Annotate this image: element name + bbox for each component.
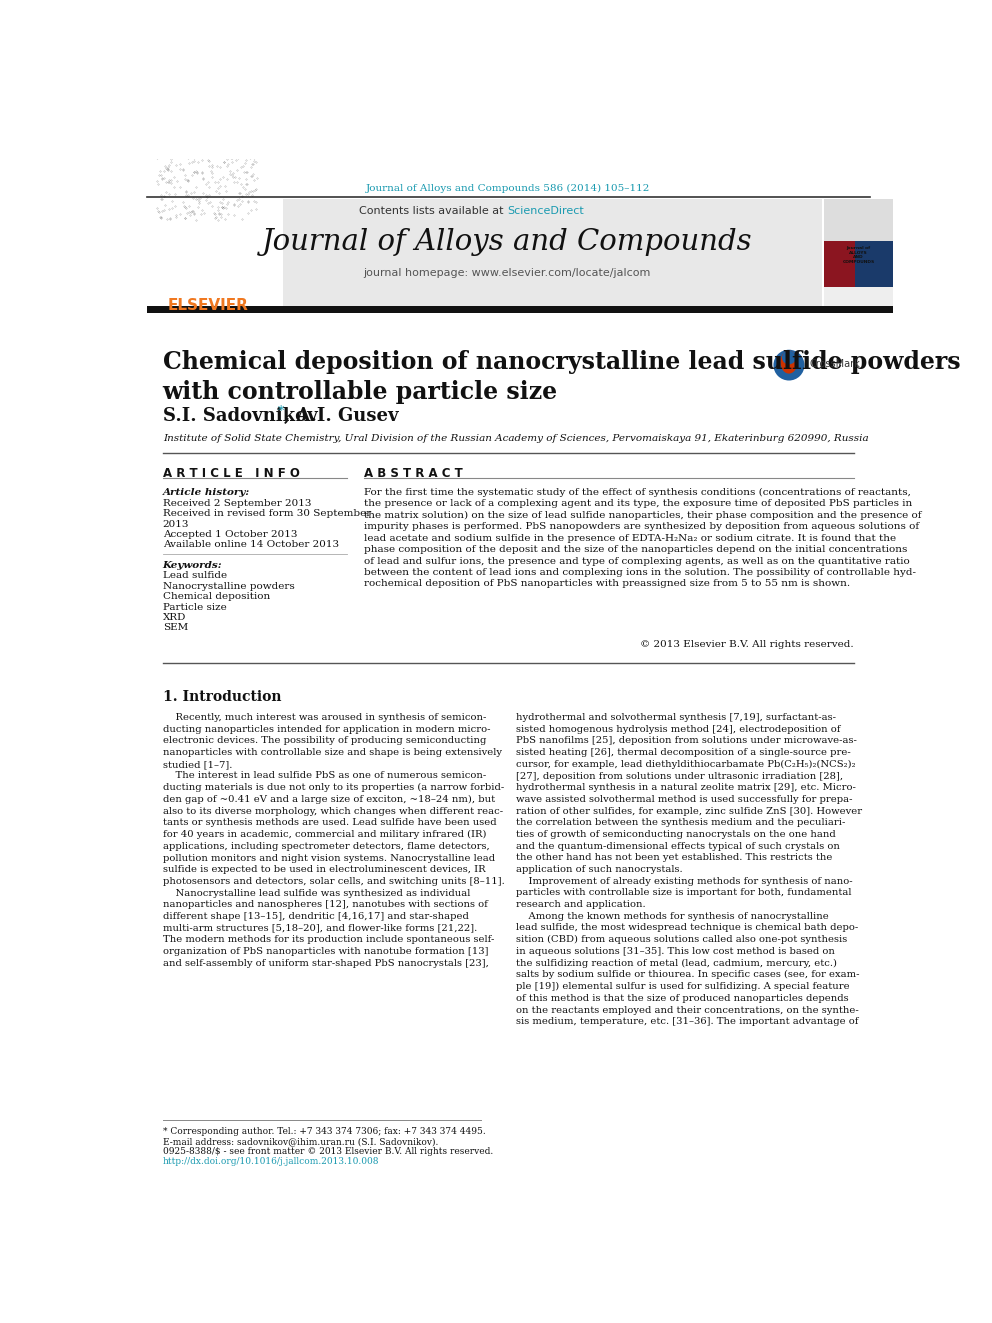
Text: Chemical deposition: Chemical deposition xyxy=(163,593,270,601)
Text: For the first time the systematic study of the effect of synthesis conditions (c: For the first time the systematic study … xyxy=(364,488,922,589)
Text: Contents lists available at: Contents lists available at xyxy=(359,206,507,216)
Text: © 2013 Elsevier B.V. All rights reserved.: © 2013 Elsevier B.V. All rights reserved… xyxy=(641,640,854,650)
Text: Accepted 1 October 2013: Accepted 1 October 2013 xyxy=(163,531,298,538)
Text: Journal of Alloys and Compounds 586 (2014) 105–112: Journal of Alloys and Compounds 586 (201… xyxy=(366,184,651,193)
Bar xyxy=(147,198,821,308)
Text: , A.I. Gusev: , A.I. Gusev xyxy=(284,407,398,426)
Text: SEM: SEM xyxy=(163,623,188,632)
Text: Journal of
ALLOYS
AND
COMPOUNDS: Journal of ALLOYS AND COMPOUNDS xyxy=(842,246,875,265)
Text: ELSEVIER: ELSEVIER xyxy=(168,298,248,312)
Text: E-mail address: sadovnikov@ihim.uran.ru (S.I. Sadovnikov).: E-mail address: sadovnikov@ihim.uran.ru … xyxy=(163,1138,438,1147)
Text: Institute of Solid State Chemistry, Ural Division of the Russian Academy of Scie: Institute of Solid State Chemistry, Ural… xyxy=(163,434,868,443)
Bar xyxy=(823,198,893,308)
Bar xyxy=(823,241,855,287)
Text: * Corresponding author. Tel.: +7 343 374 7306; fax: +7 343 374 4495.: * Corresponding author. Tel.: +7 343 374… xyxy=(163,1127,485,1136)
Text: Article history:: Article history: xyxy=(163,488,250,496)
Text: hydrothermal and solvothermal synthesis [7,19], surfactant-as-
sisted homogenous: hydrothermal and solvothermal synthesis … xyxy=(516,713,862,1027)
Text: CrossMark: CrossMark xyxy=(809,359,860,369)
Text: A B S T R A C T: A B S T R A C T xyxy=(364,467,463,480)
Bar xyxy=(147,306,893,312)
Text: Lead sulfide: Lead sulfide xyxy=(163,572,227,581)
Bar xyxy=(823,198,893,308)
Bar xyxy=(855,241,893,287)
Text: http://dx.doi.org/10.1016/j.jallcom.2013.10.008: http://dx.doi.org/10.1016/j.jallcom.2013… xyxy=(163,1158,379,1167)
Text: A R T I C L E   I N F O: A R T I C L E I N F O xyxy=(163,467,300,480)
Ellipse shape xyxy=(781,351,798,373)
Circle shape xyxy=(774,349,805,381)
Text: Received in revised form 30 September
2013: Received in revised form 30 September 20… xyxy=(163,509,371,529)
Text: Chemical deposition of nanocrystalline lead sulfide powders
with controllable pa: Chemical deposition of nanocrystalline l… xyxy=(163,349,960,405)
Text: XRD: XRD xyxy=(163,613,186,622)
Text: Available online 14 October 2013: Available online 14 October 2013 xyxy=(163,540,339,549)
Circle shape xyxy=(782,351,796,364)
Text: Received 2 September 2013: Received 2 September 2013 xyxy=(163,499,311,508)
Text: Nanocrystalline powders: Nanocrystalline powders xyxy=(163,582,295,591)
Text: ScienceDirect: ScienceDirect xyxy=(507,206,583,216)
Bar xyxy=(823,287,893,308)
Bar xyxy=(147,198,283,308)
Text: *: * xyxy=(278,405,284,418)
Text: S.I. Sadovnikov: S.I. Sadovnikov xyxy=(163,407,317,426)
Text: 0925-8388/$ - see front matter © 2013 Elsevier B.V. All rights reserved.: 0925-8388/$ - see front matter © 2013 El… xyxy=(163,1147,493,1156)
Text: Keywords:: Keywords: xyxy=(163,561,222,570)
Text: journal homepage: www.elsevier.com/locate/jalcom: journal homepage: www.elsevier.com/locat… xyxy=(363,267,651,278)
Text: 1. Introduction: 1. Introduction xyxy=(163,691,282,704)
Text: Recently, much interest was aroused in synthesis of semicon-
ducting nanoparticl: Recently, much interest was aroused in s… xyxy=(163,713,505,967)
Text: Particle size: Particle size xyxy=(163,603,226,611)
Text: Journal of Alloys and Compounds: Journal of Alloys and Compounds xyxy=(262,228,752,255)
